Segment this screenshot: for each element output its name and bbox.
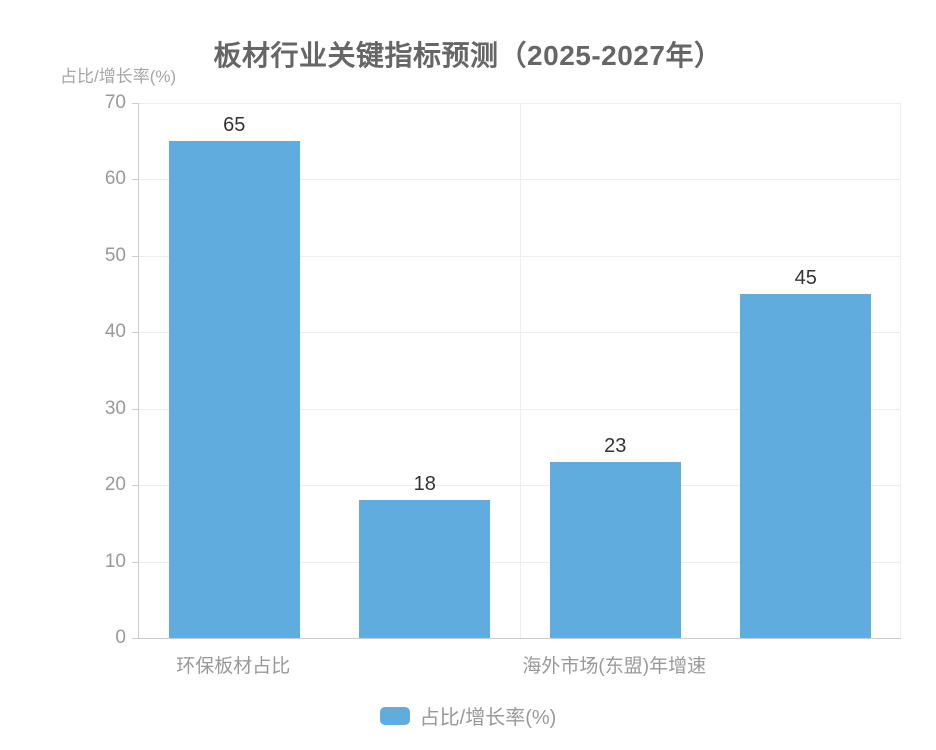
bar[interactable] <box>549 462 681 638</box>
grid-line-v <box>900 103 901 638</box>
y-tick-label: 10 <box>104 550 126 572</box>
chart-title: 板材行业关键指标预测（2025-2027年） <box>213 40 723 71</box>
y-tick-label: 60 <box>104 168 126 190</box>
x-tick-label: 海外市场(东盟)年增速 <box>522 656 707 677</box>
y-tick-label: 0 <box>115 627 126 648</box>
y-tick-label: 40 <box>104 321 126 343</box>
bar-value-label: 45 <box>794 267 817 290</box>
grid-line-v <box>520 103 521 638</box>
bar-value-label: 65 <box>223 114 246 137</box>
legend-marker[interactable] <box>379 706 410 725</box>
y-tick-mark <box>132 332 138 334</box>
y-tick-mark <box>132 485 138 487</box>
bar[interactable] <box>359 500 491 638</box>
bar[interactable] <box>740 294 872 638</box>
y-tick-mark <box>132 179 138 181</box>
y-axis-name: 占比/增长率(%) <box>60 67 177 86</box>
y-tick-label: 50 <box>104 244 126 266</box>
bar[interactable] <box>168 141 300 638</box>
y-tick-mark <box>132 638 138 639</box>
y-tick-mark <box>132 255 138 257</box>
y-tick-mark <box>132 561 138 563</box>
legend-label[interactable]: 占比/增长率(%) <box>419 707 557 729</box>
y-tick-label: 20 <box>104 474 126 496</box>
x-tick-label: 环保板材占比 <box>176 656 291 677</box>
y-tick-mark <box>132 408 138 410</box>
y-tick-mark <box>132 103 138 104</box>
bar-value-label: 18 <box>413 473 436 496</box>
y-tick-label: 30 <box>104 397 126 419</box>
legend[interactable]: 占比/增长率(%) <box>0 701 936 730</box>
plot-area: 65 18 23 45 <box>132 103 901 639</box>
y-tick-label: 70 <box>104 92 126 113</box>
bar-value-label: 23 <box>604 435 627 458</box>
